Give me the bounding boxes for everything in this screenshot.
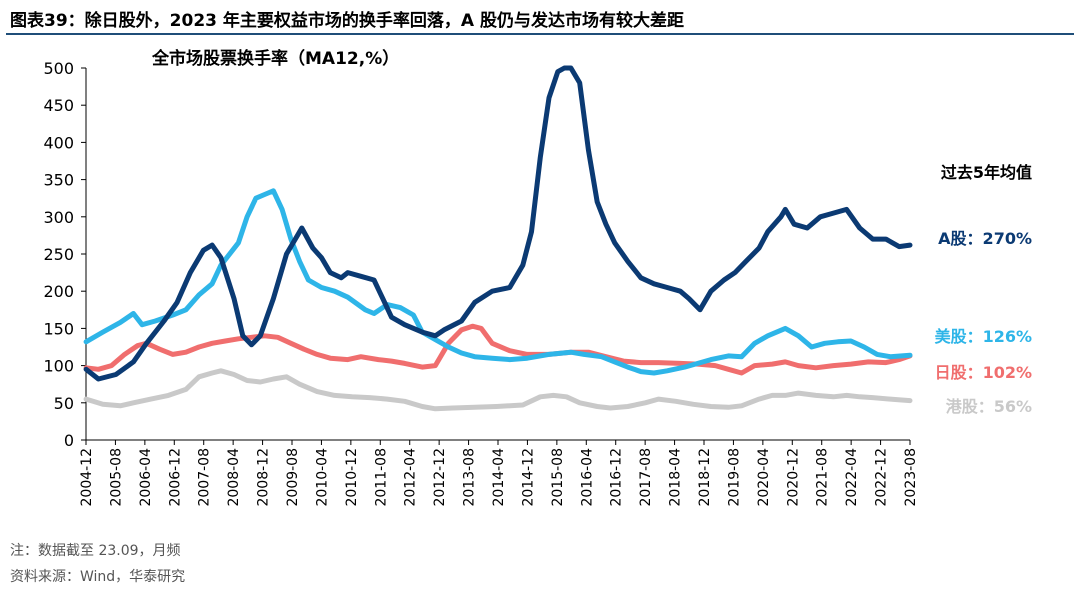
x-tick-label: 2011-08 xyxy=(373,448,389,507)
x-tick-label: 2014-04 xyxy=(491,448,507,507)
x-tick-label: 2006-04 xyxy=(138,448,154,507)
y-tick-label: 450 xyxy=(43,96,74,115)
data-source: 资料来源：Wind，华泰研究 xyxy=(10,569,186,585)
legend-header: 过去5年均值 xyxy=(941,163,1032,182)
y-tick-label: 400 xyxy=(43,133,74,152)
x-tick-label: 2018-04 xyxy=(668,448,684,507)
series-layer xyxy=(83,65,913,412)
x-tick-label: 2010-04 xyxy=(314,448,330,507)
y-tick-label: 150 xyxy=(43,319,74,338)
data-note: 注：数据截至 23.09，月频 xyxy=(10,543,181,559)
x-tick-label: 2016-04 xyxy=(579,448,595,507)
legend-label-美股: 美股：126% xyxy=(935,327,1032,346)
y-tick-label: 350 xyxy=(43,171,74,190)
x-tick-label: 2005-08 xyxy=(108,448,124,507)
series-line-A股 xyxy=(83,65,913,382)
x-tick-label: 2007-08 xyxy=(197,448,213,507)
x-tick-label: 2022-04 xyxy=(844,448,860,507)
x-tick-label: 2018-12 xyxy=(697,448,713,507)
x-tick-label: 2015-08 xyxy=(550,448,566,507)
x-tick-label: 2012-12 xyxy=(432,448,448,507)
turnover-line-chart: 0 50 100 150 200 250 300 350 400 450 500 2004-12 200… xyxy=(43,48,1032,507)
x-tick-label: 2008-04 xyxy=(226,448,242,507)
title-rule xyxy=(6,33,1074,35)
legend-layer: A股：270% 美股：126% 日股：102% 港股：56% xyxy=(935,229,1032,416)
axis-layer: 0 50 100 150 200 250 300 350 400 450 500 2004-12 200… xyxy=(43,59,919,507)
y-tick-label: 500 xyxy=(43,59,74,78)
x-tick-label: 2012-04 xyxy=(403,448,419,507)
x-tick-label: 2020-12 xyxy=(785,448,801,507)
x-tick-label: 2010-12 xyxy=(344,448,360,507)
x-tick-label: 2019-08 xyxy=(726,448,742,507)
x-tick-label: 2006-12 xyxy=(167,448,183,507)
series-line-日股 xyxy=(83,323,913,376)
y-tick-label: 100 xyxy=(43,357,74,376)
y-tick-label: 300 xyxy=(43,208,74,227)
chart-title: 全市场股票换手率（MA12,%） xyxy=(151,48,399,69)
x-tick-label: 2013-08 xyxy=(462,448,478,507)
x-tick-label: 2016-12 xyxy=(609,448,625,507)
x-tick-label: 2008-12 xyxy=(256,448,272,507)
legend-label-日股: 日股：102% xyxy=(935,363,1032,382)
x-tick-label: 2022-12 xyxy=(874,448,890,507)
x-tick-label: 2004-12 xyxy=(79,448,95,507)
figure-title: 图表39：除日股外，2023 年主要权益市场的换手率回落，A 股仍与发达市场有较… xyxy=(10,11,684,31)
series-line-港股 xyxy=(83,368,913,412)
x-tick-label: 2009-08 xyxy=(285,448,301,507)
y-tick-label: 250 xyxy=(43,245,74,264)
legend-label-A股: A股：270% xyxy=(938,229,1032,248)
y-tick-label: 0 xyxy=(64,431,74,450)
x-tick-label: 2014-12 xyxy=(520,448,536,507)
x-tick-label: 2020-04 xyxy=(756,448,772,507)
y-tick-label: 200 xyxy=(43,282,74,301)
x-tick-label: 2023-08 xyxy=(903,448,919,507)
x-tick-label: 2017-08 xyxy=(638,448,654,507)
x-tick-label: 2021-08 xyxy=(815,448,831,507)
y-tick-label: 50 xyxy=(54,394,74,413)
legend-label-港股: 港股：56% xyxy=(946,397,1032,416)
